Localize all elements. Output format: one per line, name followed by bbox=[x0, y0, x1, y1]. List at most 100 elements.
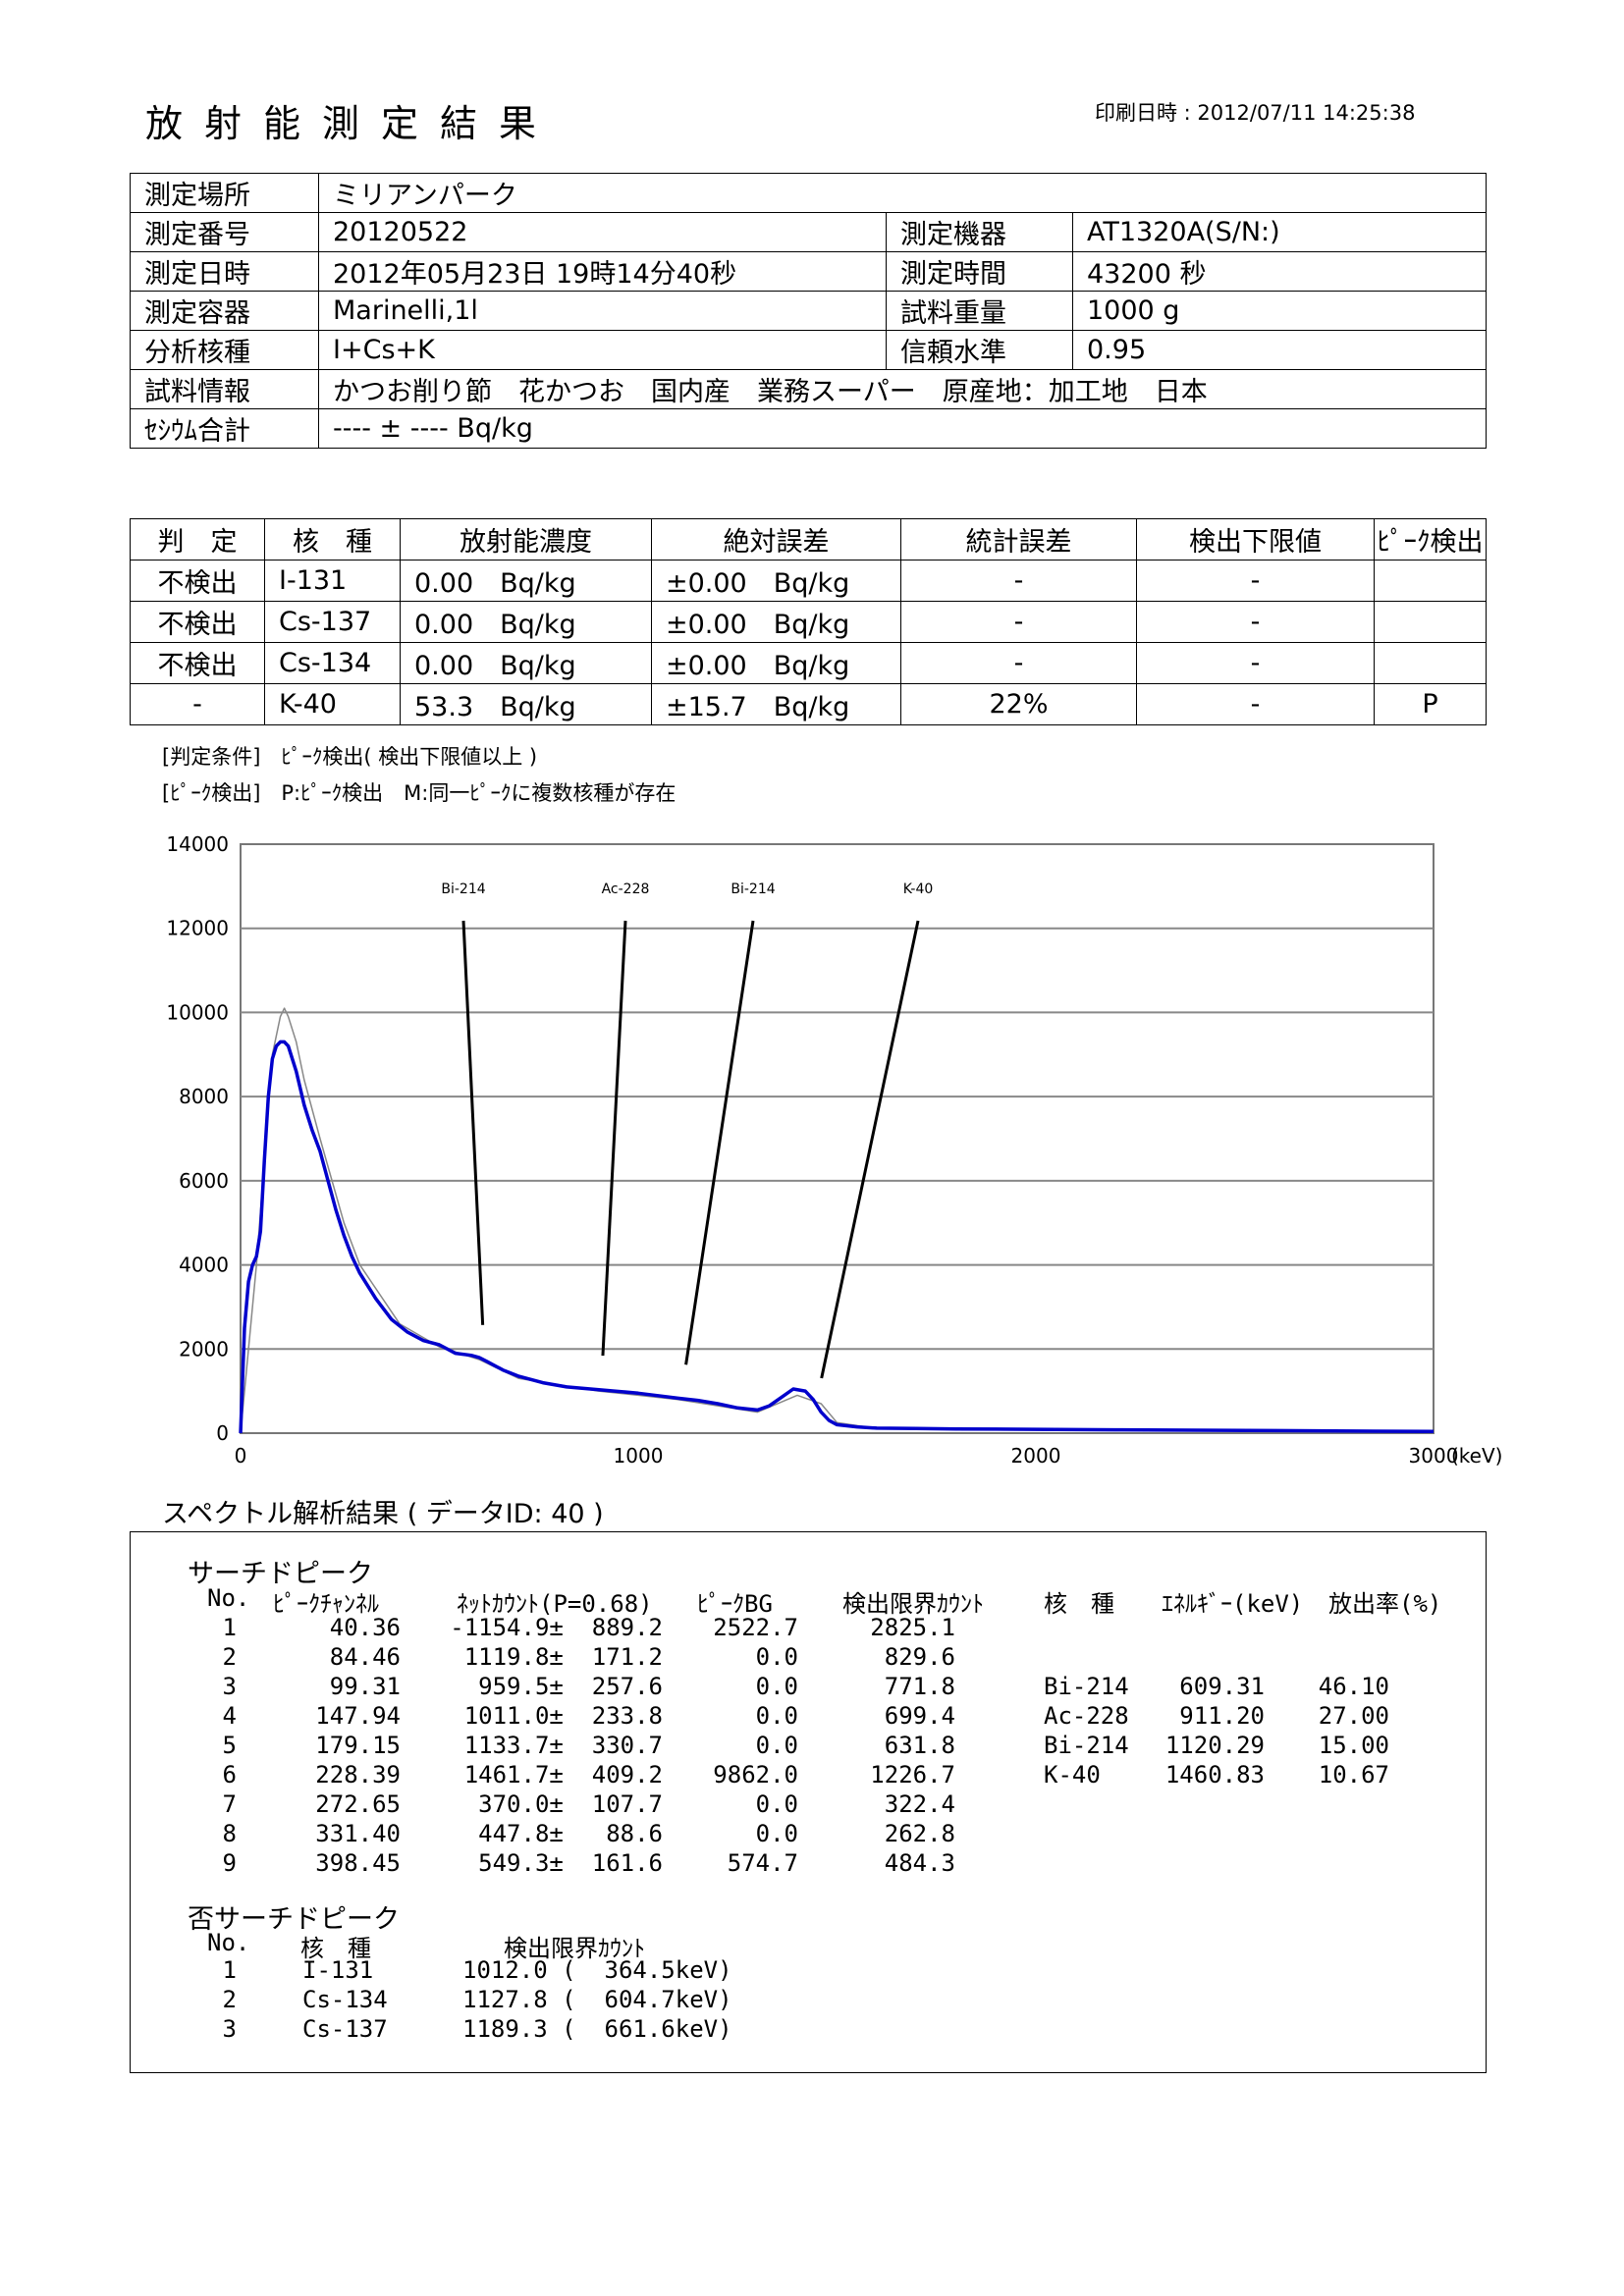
search-peak-cell: 447.8± 88.6 bbox=[478, 1820, 663, 1847]
search-peak-cell: 2825.1 bbox=[870, 1614, 955, 1641]
search-peak-cell: 2522.7 bbox=[713, 1614, 798, 1641]
search-peak-cell: 398.45 bbox=[315, 1849, 401, 1877]
header-cell: 核 種 bbox=[264, 518, 401, 561]
number-label: 測定番号 bbox=[130, 212, 319, 252]
search-peak-cell: 1226.7 bbox=[870, 1761, 955, 1789]
search-peak-cell: 3 bbox=[222, 1673, 237, 1700]
cell: P bbox=[1374, 683, 1487, 725]
non-search-peak-cell: 1 bbox=[222, 1956, 237, 1984]
search-peak-cell: Ac-228 bbox=[1044, 1702, 1129, 1730]
y-tick-label: 2000 bbox=[179, 1337, 229, 1361]
search-peak-cell: 27.00 bbox=[1318, 1702, 1389, 1730]
header-cell: ﾋﾟｰｸ検出 bbox=[1374, 518, 1487, 561]
search-peak-cell: 1120.29 bbox=[1164, 1732, 1265, 1759]
cell: K-40 bbox=[264, 683, 401, 725]
y-tick-label: 8000 bbox=[179, 1085, 229, 1108]
non-search-header-cell: 核 種 bbox=[300, 1935, 371, 1962]
cell: 不検出 bbox=[130, 642, 265, 684]
cell: - bbox=[130, 683, 265, 725]
cesium-label: ｾｼｳﾑ合計 bbox=[130, 408, 319, 449]
confidence-value: 0.95 bbox=[1072, 330, 1487, 370]
cell: ±0.00 Bq/kg bbox=[651, 601, 901, 643]
header-cell: 絶対誤差 bbox=[651, 518, 901, 561]
cell: I-131 bbox=[264, 560, 401, 602]
search-peak-cell: 10.67 bbox=[1318, 1761, 1389, 1789]
search-peak-cell: 1461.7± 409.2 bbox=[463, 1761, 663, 1789]
cell: 53.3 Bq/kg bbox=[400, 683, 652, 725]
search-peak-cell: 179.15 bbox=[315, 1732, 401, 1759]
x-tick-label: 0 bbox=[235, 1444, 247, 1468]
peak-label: K-40 bbox=[903, 881, 934, 897]
date-label: 測定日時 bbox=[130, 251, 319, 292]
date-value: 2012年05月23日 19時14分40秒 bbox=[318, 251, 887, 292]
y-tick-label: 4000 bbox=[179, 1254, 229, 1277]
y-tick-label: 0 bbox=[216, 1421, 229, 1445]
peak-label: Bi-214 bbox=[441, 881, 485, 897]
cell: ±15.7 Bq/kg bbox=[651, 683, 901, 725]
search-peak-cell: 0.0 bbox=[755, 1790, 798, 1818]
search-peak-cell: 99.31 bbox=[329, 1673, 401, 1700]
non-search-header-cell: No. bbox=[207, 1929, 250, 1956]
cell: - bbox=[900, 642, 1137, 684]
weight-value: 1000 g bbox=[1072, 291, 1487, 331]
cell: - bbox=[1136, 642, 1375, 684]
peak-marker-line bbox=[820, 920, 920, 1379]
search-header-cell: ﾋﾟｰｸBG bbox=[697, 1590, 773, 1618]
judgement-note: [判定条件] ﾋﾟｰｸ検出( 検出下限値以上 ) bbox=[162, 745, 538, 769]
number-value: 20120522 bbox=[318, 212, 887, 252]
search-peak-cell: 4 bbox=[222, 1702, 237, 1730]
confidence-label: 信頼水準 bbox=[886, 330, 1073, 370]
search-header-cell: ﾈｯﾄｶｳﾝﾄ(P=0.68) bbox=[457, 1590, 653, 1618]
search-peak-cell: 84.46 bbox=[329, 1643, 401, 1671]
cell: 不検出 bbox=[130, 601, 265, 643]
table-row: 不検出 Cs-134 0.00 Bq/kg ±0.00 Bq/kg - - bbox=[130, 642, 1487, 684]
search-peak-cell: 0.0 bbox=[755, 1702, 798, 1730]
search-peak-cell: 1 bbox=[222, 1614, 237, 1641]
cell: - bbox=[900, 601, 1137, 643]
search-header-cell: 検出限界ｶｳﾝﾄ bbox=[842, 1590, 984, 1618]
search-peak-cell: 331.40 bbox=[315, 1820, 401, 1847]
nuclide-value: I+Cs+K bbox=[318, 330, 887, 370]
y-tick-label: 14000 bbox=[166, 832, 229, 856]
table-row: - K-40 53.3 Bq/kg ±15.7 Bq/kg 22% - P bbox=[130, 683, 1487, 725]
non-search-peak-title: 否サーチドピーク bbox=[188, 1904, 400, 1935]
search-peak-cell: 2 bbox=[222, 1643, 237, 1671]
search-peak-title: サーチドピーク bbox=[188, 1559, 373, 1589]
search-peak-cell: 370.0± 107.7 bbox=[478, 1790, 663, 1818]
header-cell: 検出下限値 bbox=[1136, 518, 1375, 561]
search-peak-cell: 147.94 bbox=[315, 1702, 401, 1730]
time-label: 測定時間 bbox=[886, 251, 1073, 292]
search-header-cell: ｴﾈﾙｷﾞｰ(keV) bbox=[1162, 1590, 1304, 1618]
search-peak-cell: 272.65 bbox=[315, 1790, 401, 1818]
non-search-peak-cell: 2 bbox=[222, 1986, 237, 2013]
device-label: 測定機器 bbox=[886, 212, 1073, 252]
search-header-cell: ﾋﾟｰｸﾁｬﾝﾈﾙ bbox=[273, 1590, 379, 1618]
search-peak-cell: 15.00 bbox=[1318, 1732, 1389, 1759]
search-peak-cell: 0.0 bbox=[755, 1643, 798, 1671]
search-header-cell: 核 種 bbox=[1044, 1590, 1114, 1618]
peak-label: Bi-214 bbox=[731, 881, 775, 897]
cell: - bbox=[1136, 560, 1375, 602]
search-peak-cell: 0.0 bbox=[755, 1732, 798, 1759]
search-peak-cell: 771.8 bbox=[884, 1673, 955, 1700]
spectrum-title: スペクトル解析結果 ( データID: 40 ) bbox=[162, 1499, 604, 1529]
peak-marker-line bbox=[601, 920, 627, 1357]
x-tick-label: 1000 bbox=[614, 1444, 664, 1468]
header-cell: 判 定 bbox=[130, 518, 265, 561]
search-peak-cell: 0.0 bbox=[755, 1673, 798, 1700]
cell: ±0.00 Bq/kg bbox=[651, 560, 901, 602]
search-peak-cell: 1119.8± 171.2 bbox=[463, 1643, 663, 1671]
non-search-peak-cell: I-131 bbox=[302, 1956, 374, 1984]
spectrum-analysis-box: サーチドピーク No. ﾋﾟｰｸﾁｬﾝﾈﾙ ﾈｯﾄｶｳﾝﾄ(P=0.68) ﾋﾟｰｸB… bbox=[130, 1531, 1487, 2073]
search-peak-cell: 699.4 bbox=[884, 1702, 955, 1730]
y-tick-label: 10000 bbox=[166, 1000, 229, 1024]
search-peak-cell: Bi-214 bbox=[1044, 1673, 1129, 1700]
time-value: 43200 秒 bbox=[1072, 251, 1487, 292]
cell: 0.00 Bq/kg bbox=[400, 601, 652, 643]
cell: 22% bbox=[900, 683, 1137, 725]
search-peak-cell: 959.5± 257.6 bbox=[478, 1673, 663, 1700]
container-value: Marinelli,1l bbox=[318, 291, 887, 331]
non-search-peak-cell: Cs-137 bbox=[302, 2015, 388, 2043]
cell: - bbox=[1136, 601, 1375, 643]
cesium-value: ---- ± ---- Bq/kg bbox=[318, 408, 1487, 449]
